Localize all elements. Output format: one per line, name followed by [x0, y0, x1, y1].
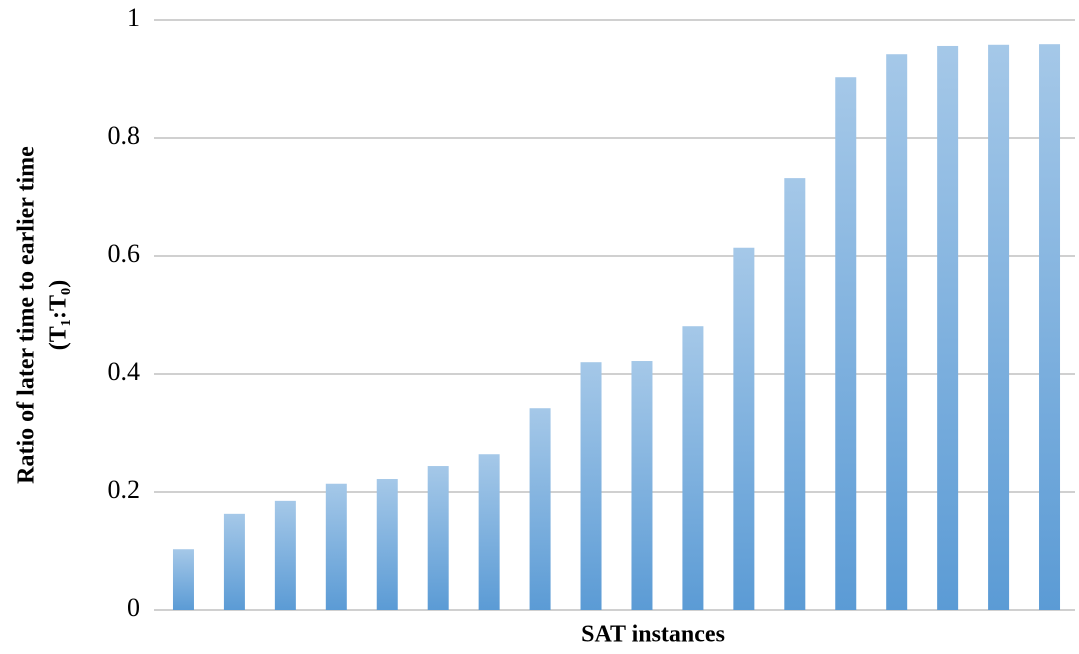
- bar: [835, 77, 857, 611]
- bar: [223, 513, 245, 610]
- bar: [1039, 44, 1061, 610]
- bar: [580, 362, 602, 610]
- bar: [631, 361, 653, 610]
- y-tick-label: 1: [127, 3, 140, 32]
- bar: [733, 247, 755, 611]
- bar: [988, 44, 1010, 610]
- y-tick-label: 0.2: [108, 475, 141, 504]
- y-axis-label: (T₁:T₀): [46, 280, 72, 350]
- x-axis-label: SAT instances: [581, 622, 725, 648]
- bar: [682, 326, 704, 610]
- y-tick-label: 0.6: [108, 239, 141, 268]
- y-axis-label: Ratio of later time to earlier time: [14, 146, 40, 484]
- bar: [529, 408, 551, 610]
- bar: [886, 54, 908, 611]
- bar: [784, 178, 806, 610]
- bar: [376, 479, 398, 610]
- y-tick-label: 0.4: [108, 357, 141, 386]
- bar: [325, 483, 347, 610]
- bar: [427, 466, 449, 610]
- bar: [172, 549, 194, 610]
- y-tick-label: 0.8: [108, 121, 141, 150]
- bar: [478, 454, 500, 610]
- y-tick-label: 0: [127, 593, 140, 622]
- bar: [274, 500, 296, 610]
- bar: [937, 45, 959, 610]
